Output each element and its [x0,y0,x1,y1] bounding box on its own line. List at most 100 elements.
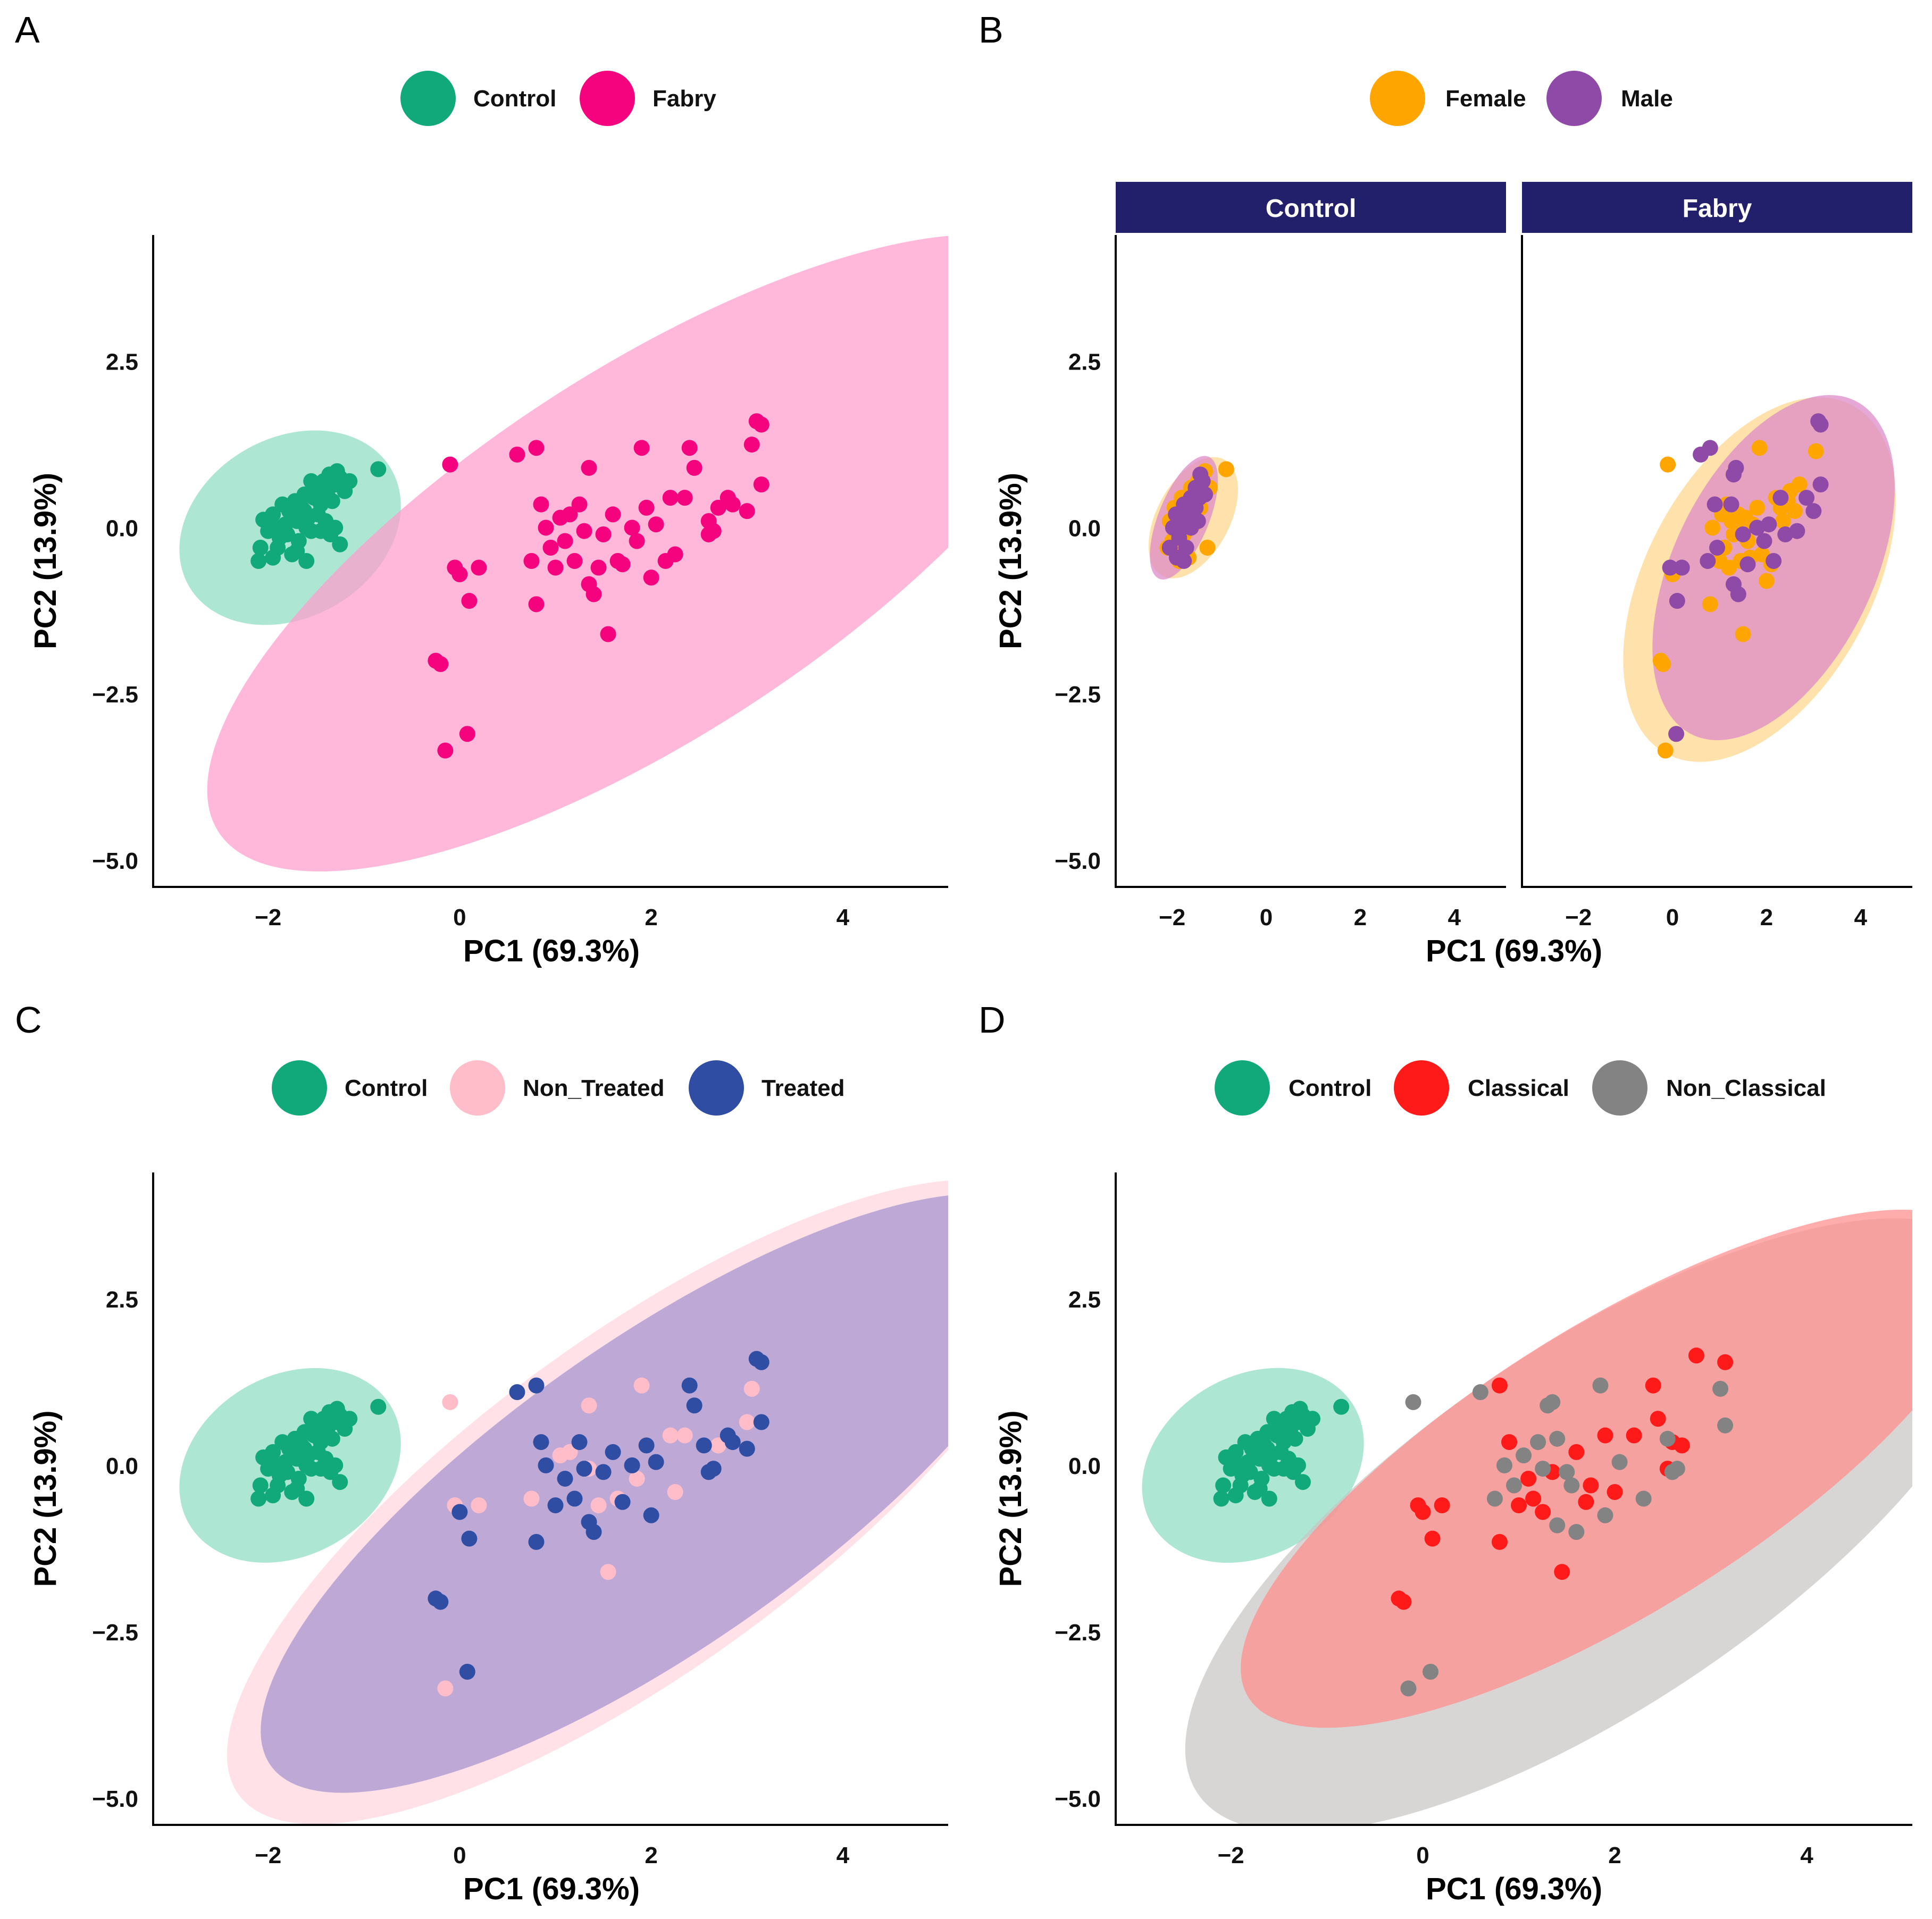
y-tick-label-d: 2.5 [1068,1287,1101,1313]
point-non-classical-d [1516,1447,1532,1464]
point-fabry-a [614,556,631,573]
point-treated-c [461,1530,478,1547]
point-fabry-a [581,459,597,476]
point-control-c [313,1461,329,1477]
point-male-b-fabry [1812,416,1829,433]
point-treated-c [528,1377,545,1394]
point-female-b-fabry [1758,573,1775,589]
point-classical-d [1395,1594,1412,1610]
y-tick-label-c: −5.0 [92,1786,138,1812]
point-classical-d [1597,1427,1613,1444]
plot-layer-b-control [1148,456,1238,580]
point-treated-c [753,1354,770,1370]
point-fabry-a [686,459,702,476]
legend-label-fabry: Fabry [653,86,716,112]
point-non-treated-c [600,1564,616,1580]
point-non-classical-d [1422,1664,1438,1680]
x-tick-label-d: 2 [1608,1842,1621,1868]
point-female-b-fabry [1751,440,1768,456]
point-fabry-a [590,559,607,576]
point-male-b-fabry [1789,523,1805,539]
point-fabry-a [533,496,549,513]
point-classical-d [1626,1427,1642,1444]
point-treated-c [686,1397,702,1414]
point-classical-d [1568,1444,1585,1460]
point-non-classical-d [1472,1384,1488,1401]
point-male-b-control [1176,553,1192,569]
point-fabry-a [451,566,468,583]
point-non-classical-d [1506,1477,1522,1494]
point-male-b-fabry [1723,496,1739,513]
point-control-c [250,1490,267,1507]
point-non-treated-c [676,1427,693,1444]
point-male-b-fabry [1766,553,1782,569]
y-tick-label-b: −5.0 [1055,848,1101,874]
point-non-classical-d [1496,1457,1512,1473]
point-non-treated-c [437,1680,454,1697]
point-female-b-fabry [1808,443,1824,459]
facet-strip-fabry [1522,182,1912,233]
point-fabry-a [442,456,458,473]
plot-area-d: −2 0 2 4 2.5 0.0 −2.5 −5.0 PC1 (69.3%) PC2 (13.9%… [993,1172,1912,1906]
point-classical-d [1501,1434,1517,1451]
legend-swatch-classical-icon [1394,1060,1449,1116]
y-axis-title-a: PC2 (13.9%) [28,473,63,649]
point-female-b-fabry [1702,596,1718,613]
point-fabry-a [566,553,583,569]
point-fabry-a [753,416,770,433]
point-non-classical-d [1486,1490,1503,1507]
x-tick-label-c: −2 [255,1842,281,1868]
x-tick-label-a: 0 [453,904,466,931]
point-non-classical-d [1592,1377,1609,1394]
legend-label-control: Control [345,1075,428,1101]
point-male-b-fabry [1735,526,1751,542]
point-treated-c [696,1437,712,1454]
point-classical-d [1424,1530,1441,1547]
point-control-a [289,543,305,559]
point-treated-c [605,1444,621,1460]
point-treated-c [638,1437,655,1454]
point-control-a [265,549,281,566]
plot-area-b: −2 0 2 4 2.5 0.0 −2.5 −5.0 −2 0 2 4 PC1 (69.3%) PC2 (… [993,235,1912,968]
x-tick-label-c: 4 [837,1842,850,1868]
y-tick-label-c: 0.0 [106,1453,138,1479]
point-control-a [252,539,269,556]
y-tick-label-d: 0.0 [1068,1453,1101,1479]
point-non-classical-d [1712,1380,1729,1397]
point-control-d [1266,1411,1282,1427]
y-axis-title-c: PC2 (13.9%) [28,1410,63,1587]
point-fabry-a [638,499,655,516]
point-fabry-a [461,593,478,609]
point-control-a [271,530,288,546]
point-non-classical-d [1563,1477,1580,1494]
point-fabry-a [605,506,621,523]
y-tick-label-b: 2.5 [1068,349,1101,375]
point-treated-c [705,1461,722,1477]
point-female-b-fabry [1735,626,1751,642]
x-tick-label-d: 4 [1800,1842,1813,1868]
point-control-d [1227,1487,1244,1504]
point-fabry-a [528,440,545,456]
point-control-a [337,483,353,499]
point-control-c [289,1480,305,1497]
x-axis-title-a: PC1 (69.3%) [463,934,640,968]
point-treated-c [571,1434,588,1451]
x-tick-label-b-control: 2 [1354,904,1367,931]
point-control-d [1261,1490,1277,1507]
point-control-c [265,1444,281,1460]
point-male-b-fabry [1805,503,1822,519]
point-treated-c [624,1457,640,1473]
legend-swatch-non-treated-icon [450,1060,505,1116]
point-treated-c [451,1504,468,1520]
point-control-c [324,1430,340,1447]
legend-swatch-treated-icon [689,1060,744,1116]
point-classical-d [1520,1470,1537,1487]
x-tick-label-a: −2 [255,904,281,931]
point-non-treated-c [743,1380,760,1397]
point-control-d [1275,1461,1292,1477]
point-non-treated-c [629,1470,645,1487]
point-non-classical-d [1669,1461,1685,1477]
point-non-classical-d [1659,1430,1676,1447]
x-tick-label-d: 0 [1416,1842,1429,1868]
